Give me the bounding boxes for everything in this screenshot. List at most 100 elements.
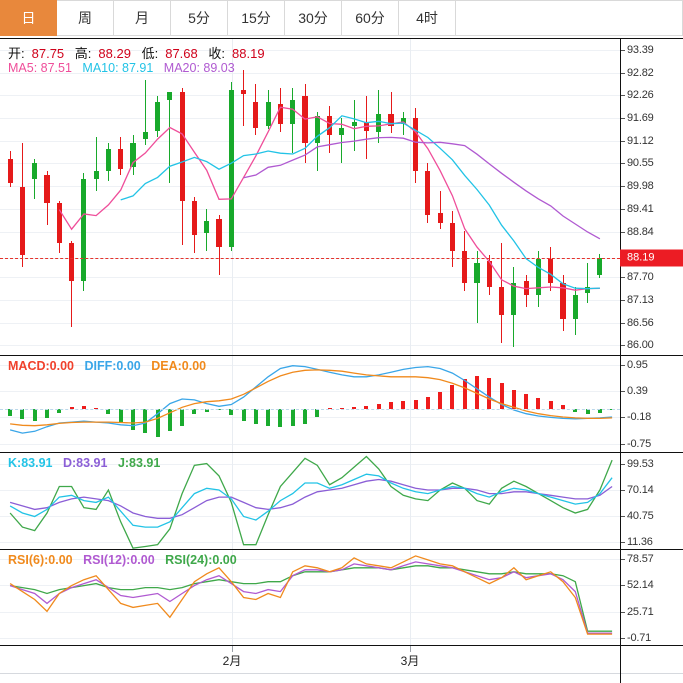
period-tab-2[interactable]: 月 [114,0,171,36]
price-axis-tick [621,95,625,97]
rsi-legend: RSI(6):0.00 RSI(12):0.00 RSI(24):0.00 [8,553,244,567]
macd-value-label: MACD:0.00 [8,359,74,373]
axis-tick [621,463,625,465]
macd-histogram-bar [364,406,369,410]
rsi-panel: 78.57 52.14 25.71 -0.71 RSI(6):0.00 RSI(12)… [0,549,683,646]
macd-histogram-bar [20,409,25,420]
gridline-horizontal [0,365,620,366]
axis-tick [621,637,625,639]
macd-histogram-bar [57,409,62,414]
period-tab-3[interactable]: 5分 [171,0,228,36]
indicator-line [10,369,613,427]
macd-histogram-bar [536,398,541,410]
candle-body [216,219,222,248]
gridline-horizontal [0,163,620,164]
macd-histogram-bar [81,405,86,410]
axis-tick-label: 0.95 [627,359,648,372]
macd-histogram-bar [561,404,565,410]
macd-histogram-bar [438,392,443,410]
gridline-horizontal [0,73,620,74]
axis-tick-label: 0.39 [627,385,648,398]
price-axis-tick [621,322,625,324]
candle-wick [341,117,343,164]
indicator-line [9,555,613,635]
candle-body [7,159,13,184]
ma20-label: MA20: 89.03 [163,61,235,75]
axis-tick [621,541,625,543]
candle-wick [390,91,392,134]
candle-body [240,89,247,94]
gridline-horizontal [0,209,620,210]
period-tab-4[interactable]: 15分 [228,0,285,36]
macd-histogram-bar [303,409,307,424]
tab-bar-filler [456,0,683,36]
macd-histogram-bar [155,409,160,437]
candle-body [19,187,26,256]
close-label: 收: [208,46,226,61]
indicator-line [58,106,600,291]
gridline-horizontal [0,95,620,96]
macd-histogram-bar [315,409,320,418]
axis-tick [621,489,625,491]
macd-histogram-bar [573,409,578,412]
time-axis-tick [232,646,233,652]
macd-zero-line [0,409,620,411]
price-axis-tick [621,163,625,165]
candle-body [290,99,296,124]
macd-histogram-bar [180,409,185,426]
period-tab-7[interactable]: 4时 [399,0,456,36]
candle-body [486,261,492,287]
open-value: 87.75 [31,46,65,61]
period-tab-bar: 日 周 月 5分 15分 30分 60分 4时 [0,0,683,38]
price-axis: 93.39 92.82 92.26 91.69 91.12 90.55 89.98 89.41… [620,39,683,355]
macd-histogram-bar [450,385,455,410]
close-value: 88.19 [232,46,265,61]
candlestick-panel: 93.39 92.82 92.26 91.69 91.12 90.55 89.98 89.41… [0,38,683,356]
price-axis-label: 91.12 [627,134,654,147]
indicator-line [9,561,613,634]
candle-body [437,213,443,224]
axis-tick [621,611,625,613]
price-axis-label: 90.55 [627,157,654,170]
candle-body [93,171,99,180]
macd-histogram-bar [339,407,344,410]
gridline-horizontal [0,391,620,392]
price-axis-label: 91.69 [627,111,654,124]
gridline-horizontal [0,638,620,639]
indicator-line [9,478,613,519]
axis-tick [621,391,625,393]
period-tab-1[interactable]: 周 [57,0,114,36]
macd-histogram-bar [352,407,357,410]
price-axis-label: 89.98 [627,180,654,193]
period-tab-6[interactable]: 60分 [342,0,399,36]
axis-tick-label: 40.75 [627,509,654,522]
candle-body [314,115,320,144]
candle-body [376,113,382,132]
axis-tick [621,365,625,367]
candle-body [535,259,542,295]
macd-panel: 0.95 0.39 -0.18 -0.75 MACD:0.00 DIFF:0.00 D… [0,355,683,453]
macd-plot[interactable] [0,356,620,453]
period-tab-0[interactable]: 日 [0,0,57,36]
rsi24-value-label: RSI(24):0.00 [165,553,237,567]
macd-histogram-bar [94,407,99,410]
ma-legend: MA5: 87.51 MA10: 87.91 MA20: 89.03 [8,61,242,75]
axis-tick [621,559,625,561]
kdj-panel: 99.53 70.14 40.75 11.36 K:83.91 D:83.91 J:8… [0,452,683,550]
price-axis-tick [621,277,625,279]
candle-body [449,223,456,252]
period-tab-label: 月 [135,10,149,26]
kdj-plot[interactable] [0,453,620,550]
period-tab-label: 15分 [241,10,271,26]
axis-tick [621,585,625,587]
macd-histogram-bar [585,409,590,414]
k-value-label: K:83.91 [8,456,53,470]
candlestick-plot[interactable] [0,39,620,356]
rsi-plot[interactable] [0,550,620,646]
candle-body [462,251,468,284]
candle-wick [243,69,245,126]
period-tab-5[interactable]: 30分 [285,0,342,36]
indicator-line [120,115,600,290]
price-axis-label: 86.56 [627,316,654,329]
